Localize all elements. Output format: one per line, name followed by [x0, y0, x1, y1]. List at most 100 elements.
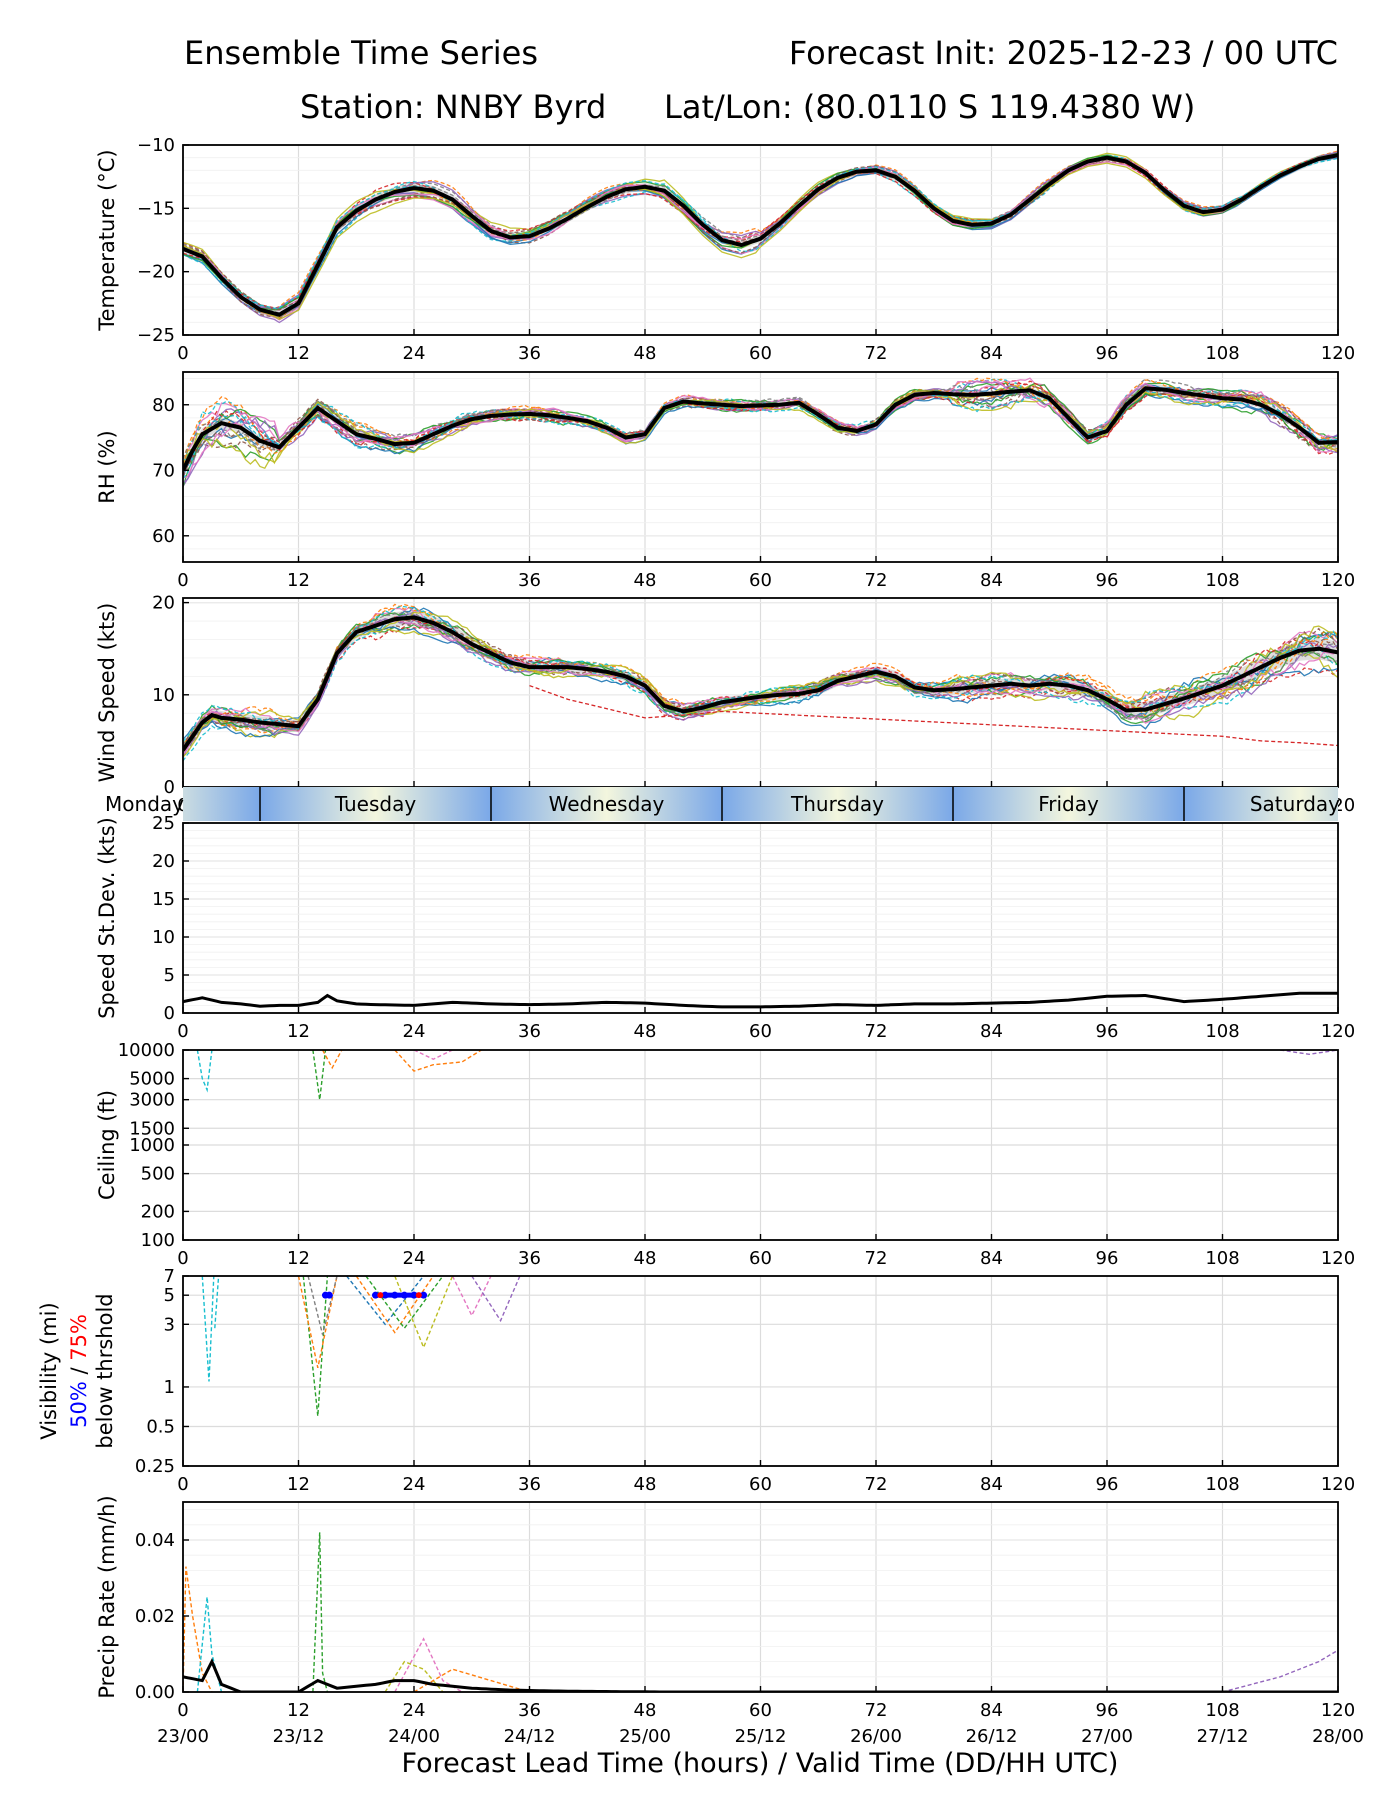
valid-time-label: 26/12: [966, 1726, 1018, 1747]
x-tick-label: 36: [518, 1700, 541, 1721]
panel-temperature: 0 12 24 36 48 60 72 84 96 108 120 −25 −20 −15 −10 Tempe…: [95, 135, 1355, 364]
y-tick-label: −20: [137, 262, 175, 283]
x-tick-label: 108: [1205, 1474, 1239, 1495]
speed_sd-ensemble-mean-line: [183, 991, 1338, 1009]
x-tick-label: 0: [177, 343, 188, 364]
panel-speed_sd: 0 12 24 36 48 60 72 84 96 108 120 0 5 10 15 20 25 Speed S…: [95, 813, 1355, 1042]
temperature-ensemble-member: [183, 153, 1338, 321]
ceiling-member-line: [413, 1050, 453, 1060]
y-tick-label: 5000: [129, 1069, 175, 1090]
day-name-label: Thursday: [790, 792, 884, 816]
temperature-plot-area: [183, 150, 1338, 324]
visibility-member-line: [297, 1276, 338, 1368]
x-tick-label: 24: [403, 1700, 426, 1721]
panel-group: 0 12 24 36 48 60 72 84 96 108 120−25−20−15−10Tempe…: [37, 135, 1364, 1747]
panel-visibility: 0 12 24 36 48 60 72 84 96 108 120 0.25 0.5 1 3 57 Visibi…: [37, 1266, 1355, 1495]
x-tick-label: 96: [1096, 1021, 1119, 1042]
y-tick-label: 0.00: [135, 1682, 175, 1703]
day-segment: [1184, 787, 1338, 821]
y-tick-label: 20: [152, 593, 175, 614]
precip-plot-area: [183, 1532, 1338, 1692]
x-tick-label: 36: [518, 343, 541, 364]
x-tick-label: 60: [749, 570, 772, 591]
y-tick-label: 70: [152, 460, 175, 481]
ceiling-member-line: [1280, 1050, 1338, 1056]
y-tick-label: 5: [164, 1285, 175, 1306]
x-tick-label: 72: [865, 570, 888, 591]
ceiling-member-line: [312, 1050, 327, 1100]
x-tick-label: 84: [980, 1021, 1003, 1042]
visibility-plot-area: [201, 1276, 521, 1417]
precip-member-line: [1222, 1649, 1338, 1692]
x-tick-label: 120: [1321, 1700, 1355, 1721]
x-tick-label: 72: [865, 1248, 888, 1269]
rh-ensemble-mean-line: [183, 386, 1338, 472]
x-tick-label: 72: [865, 1474, 888, 1495]
y-tick-label: 20: [152, 851, 175, 872]
x-tick-label: 120: [1321, 343, 1355, 364]
x-tick-label: 24: [403, 1248, 426, 1269]
day-name-label: Tuesday: [334, 792, 417, 816]
wind-ensemble-member: [183, 603, 1338, 754]
day-name-label: Saturday: [1250, 792, 1340, 816]
temperature-y-label: Temperature (°C): [95, 149, 119, 331]
x-tick-label: 12: [287, 343, 310, 364]
temperature-ensemble-member: [183, 153, 1338, 309]
wind-ensemble-member: [183, 612, 1338, 748]
y-tick-label: 60: [152, 526, 175, 547]
figure-title: Ensemble Time Series: [184, 34, 538, 72]
wind-outlier-member: [529, 684, 1338, 747]
x-tick-label: 24: [403, 1021, 426, 1042]
day-segment: [260, 787, 491, 821]
visibility-percent-label: 50% / 75%: [67, 1314, 91, 1428]
precip-grid: [182, 1502, 1339, 1693]
x-tick-label: 12: [287, 1700, 310, 1721]
y-tick-label: −10: [137, 135, 175, 156]
y-tick-label: 3: [164, 1314, 175, 1335]
x-tick-label: 108: [1205, 1248, 1239, 1269]
y-tick-label: 10: [152, 685, 175, 706]
valid-time-label: 23/00: [157, 1726, 209, 1747]
rh-ensemble-member: [183, 378, 1338, 477]
x-tick-label: 96: [1096, 343, 1119, 364]
x-tick-label: 36: [518, 1021, 541, 1042]
y-tick-label: 1: [164, 1377, 175, 1398]
x-tick-label: 84: [980, 1700, 1003, 1721]
x-tick-label: 48: [634, 1021, 657, 1042]
lat-lon: Lat/Lon: (80.0110 S 119.4380 W): [664, 88, 1195, 126]
x-tick-label: 96: [1096, 1248, 1119, 1269]
temperature-ensemble-mean-line: [183, 153, 1338, 317]
ceiling-y-label: Ceiling (ft): [95, 1090, 119, 1200]
visibility-threshold-label: below thrshold: [93, 1293, 117, 1448]
y-tick-label: 0.25: [135, 1456, 175, 1477]
y-tick-label: 1500: [129, 1118, 175, 1139]
x-tick-label: 84: [980, 570, 1003, 591]
rh-y-label: RH (%): [95, 430, 119, 503]
panel-ceiling: 0 12 24 36 48 60 72 84 96 108 120 100 200 500 10001500…: [95, 1040, 1355, 1269]
visibility-member-line: [201, 1276, 215, 1382]
x-tick-label: 96: [1096, 1474, 1119, 1495]
ceiling-plot-area: [196, 1050, 1338, 1100]
visibility-member-line: [365, 1276, 444, 1330]
x-tick-label: 36: [518, 570, 541, 591]
vis-75pct-point: [415, 1292, 422, 1299]
speed_sd-grid: [182, 822, 1339, 1014]
day-segment: [183, 787, 260, 821]
vis-75pct-point: [377, 1292, 384, 1299]
x-tick-label: 60: [749, 343, 772, 364]
y-tick-label: 0.5: [146, 1416, 175, 1437]
day-name-label: Wednesday: [549, 792, 665, 816]
rh-ensemble-member: [183, 380, 1338, 478]
x-tick-label: 108: [1205, 1700, 1239, 1721]
y-tick-label: 0.04: [135, 1530, 175, 1551]
y-tick-label: −15: [137, 198, 175, 219]
x-tick-label: 72: [865, 1700, 888, 1721]
panel-wind: 0122436486072849610812001020Wind Speed (…: [95, 593, 1355, 816]
x-tick-label: 60: [749, 1248, 772, 1269]
x-tick-label: 24: [403, 343, 426, 364]
day-segment: [722, 787, 953, 821]
x-tick-label: 36: [518, 1248, 541, 1269]
ceiling-member-line: [321, 1050, 343, 1070]
day-name-label: Friday: [1038, 792, 1099, 816]
y-tick-label: 25: [152, 813, 175, 834]
